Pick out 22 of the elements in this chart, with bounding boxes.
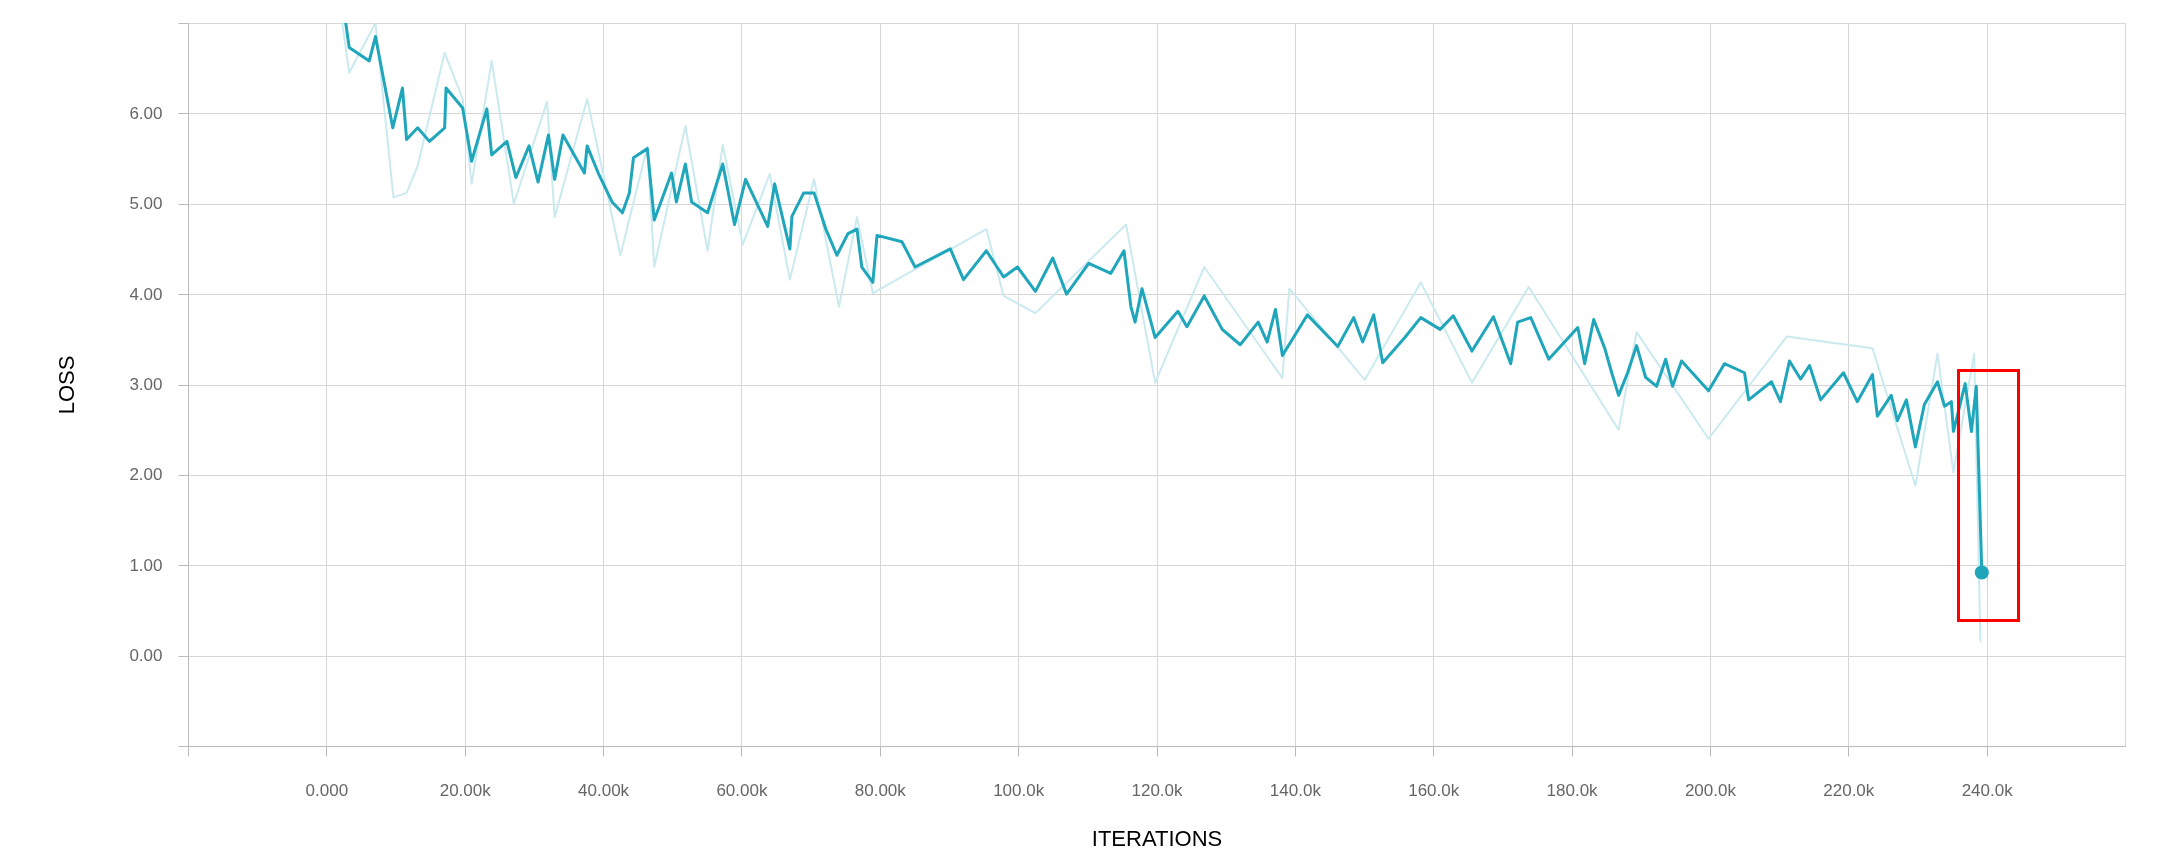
x-tick-label: 180.0k [1546, 780, 1599, 800]
y-tick-label: 6.00 [129, 103, 163, 123]
y-tick-label: 3.00 [129, 375, 163, 394]
x-tick-label: 40.00k [578, 780, 630, 800]
x-tick-label: 160.0k [1408, 780, 1460, 800]
y-tick-label: 4.00 [129, 284, 163, 304]
x-tick-label: 120.0k [1131, 780, 1184, 800]
x-tick-label: 240.0k [1961, 780, 2014, 800]
y-axis-title: LOSS [54, 355, 80, 415]
x-tick-label: 0.000 [305, 780, 349, 800]
y-tick-label: 0.00 [129, 646, 163, 666]
x-tick-label: 220.0k [1823, 780, 1875, 800]
x-tick-label: 100.0k [993, 780, 1045, 800]
x-tick-label: 140.0k [1269, 780, 1322, 800]
y-tick-label: 5.00 [129, 194, 163, 214]
x-tick-label: 20.00k [439, 780, 492, 800]
x-tick-label: 200.0k [1684, 780, 1737, 800]
y-tick-label: 2.00 [129, 465, 163, 485]
x-tick-label: 80.00k [854, 780, 907, 800]
y-tick-label: 1.00 [129, 555, 163, 575]
x-axis-title: ITERATIONS [1091, 825, 1223, 851]
x-tick-label: 60.00k [716, 780, 768, 800]
